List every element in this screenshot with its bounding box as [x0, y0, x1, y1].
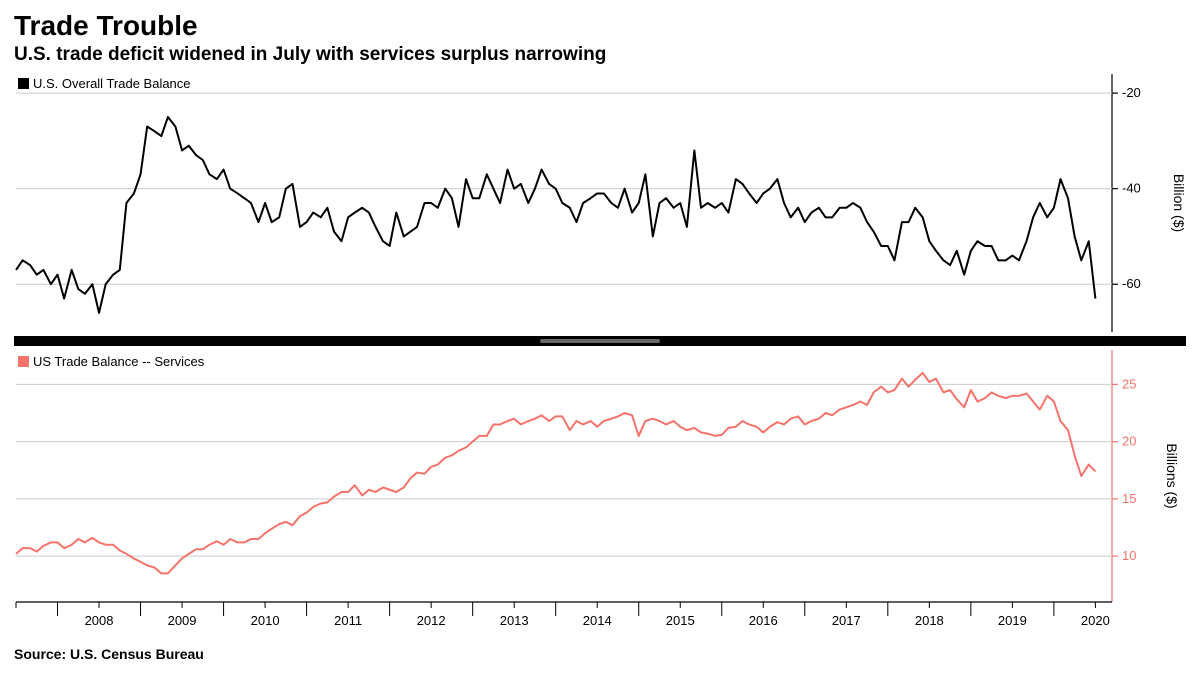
chart-subtitle: U.S. trade deficit widened in July with … [14, 44, 1186, 66]
svg-text:-40: -40 [1122, 181, 1141, 196]
svg-text:2011: 2011 [334, 613, 362, 628]
svg-text:15: 15 [1122, 491, 1136, 506]
top-legend: U.S. Overall Trade Balance [18, 76, 191, 91]
top-legend-label: U.S. Overall Trade Balance [33, 76, 191, 91]
svg-text:2008: 2008 [85, 613, 114, 628]
svg-text:2020: 2020 [1081, 613, 1110, 628]
bottom-legend-label: US Trade Balance -- Services [33, 354, 204, 369]
chart-source: Source: U.S. Census Bureau [14, 646, 1186, 662]
svg-text:2019: 2019 [998, 613, 1027, 628]
svg-text:2009: 2009 [168, 613, 197, 628]
top-chart: U.S. Overall Trade Balance US Trade Bala… [14, 72, 1186, 642]
svg-text:Billion ($): Billion ($) [1171, 174, 1186, 232]
svg-text:25: 25 [1122, 376, 1136, 391]
bottom-legend-swatch [18, 356, 29, 367]
svg-text:2017: 2017 [832, 613, 861, 628]
svg-text:-60: -60 [1122, 276, 1141, 291]
svg-text:2013: 2013 [500, 613, 529, 628]
svg-text:Billions ($): Billions ($) [1164, 443, 1180, 508]
svg-text:10: 10 [1122, 548, 1136, 563]
svg-text:2016: 2016 [749, 613, 778, 628]
bottom-legend: US Trade Balance -- Services [18, 354, 204, 369]
svg-text:20: 20 [1122, 434, 1136, 449]
chart-title: Trade Trouble [14, 10, 1186, 42]
top-legend-swatch [18, 78, 29, 89]
svg-text:-20: -20 [1122, 85, 1141, 100]
svg-text:2010: 2010 [251, 613, 280, 628]
svg-text:2018: 2018 [915, 613, 944, 628]
svg-text:2014: 2014 [583, 613, 612, 628]
svg-text:2015: 2015 [666, 613, 695, 628]
svg-text:2012: 2012 [417, 613, 446, 628]
